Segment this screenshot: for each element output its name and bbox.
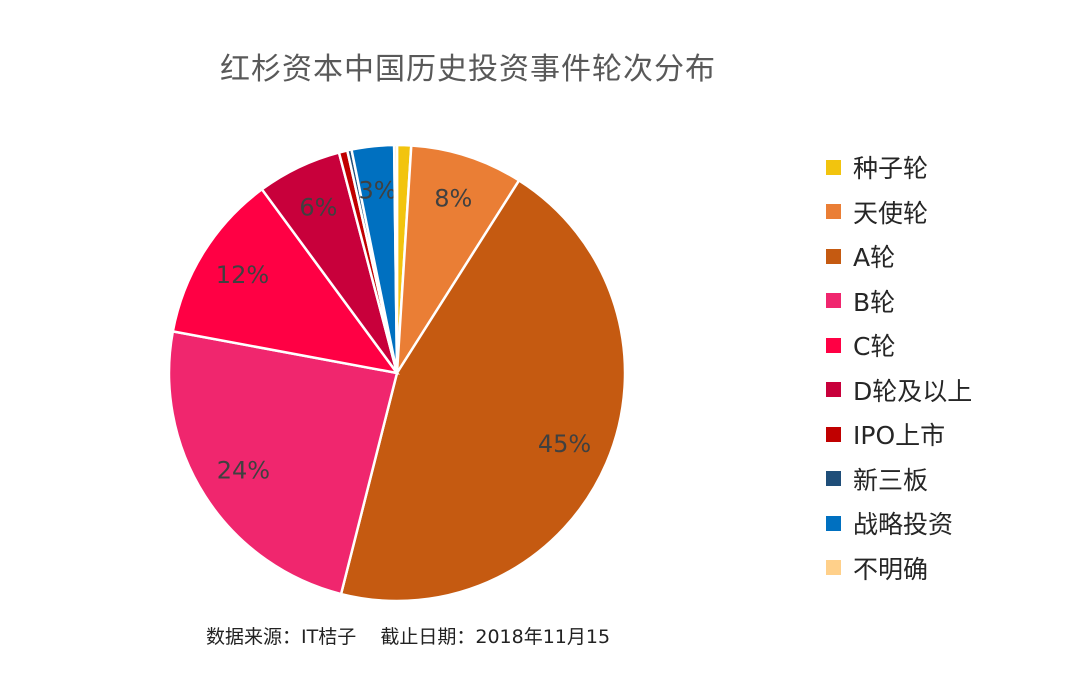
source-note: 数据来源：IT桔子 截止日期：2018年11月15 — [206, 626, 611, 648]
legend-swatch-8 — [826, 515, 841, 531]
legend-item-6: IPO上市 — [826, 412, 972, 457]
legend-label-9: 不明确 — [853, 554, 929, 584]
legend-item-3: B轮 — [826, 279, 972, 324]
legend-label-4: C轮 — [853, 332, 896, 362]
legend-item-4: C轮 — [826, 323, 972, 368]
legend-label-6: IPO上市 — [853, 421, 946, 451]
legend-label-8: 战略投资 — [853, 510, 954, 540]
legend-swatch-9 — [826, 560, 841, 576]
pie-slice-1 — [395, 144, 521, 374]
chart-title: 红杉资本中国历史投资事件轮次分布 — [220, 52, 716, 87]
legend-label-1: 天使轮 — [853, 198, 929, 228]
data-label-3: 24% — [217, 456, 270, 484]
pie-slice-9 — [392, 143, 399, 374]
data-label-4: 12% — [216, 261, 269, 289]
legend-label-0: 种子轮 — [853, 154, 929, 184]
legend-item-0: 种子轮 — [826, 145, 972, 190]
legend-item-8: 战略投资 — [826, 501, 972, 546]
legend-item-9: 不明确 — [826, 546, 972, 591]
pie-slice-4 — [171, 187, 400, 375]
legend-label-7: 新三板 — [853, 465, 929, 495]
legend-swatch-4 — [826, 337, 841, 353]
data-label-5: 6% — [299, 193, 337, 221]
data-label-8: 3% — [359, 177, 397, 205]
legend-swatch-6 — [826, 426, 841, 442]
legend-label-5: D轮及以上 — [853, 376, 973, 406]
data-label-2: 45% — [538, 430, 591, 458]
legend-swatch-7 — [826, 471, 841, 487]
legend-swatch-5 — [826, 382, 841, 398]
legend-swatch-2 — [826, 248, 841, 264]
legend-item-7: 新三板 — [826, 457, 972, 502]
legend-swatch-0 — [826, 159, 841, 175]
pie-slice-3 — [167, 329, 399, 596]
legend-item-5: D轮及以上 — [826, 368, 972, 413]
legend-swatch-1 — [826, 204, 841, 220]
chart-legend: 种子轮天使轮 A轮 B轮 C轮 D轮及以上 IPO上市新三板战略投资不明确 — [826, 145, 972, 590]
legend-swatch-3 — [826, 293, 841, 309]
legend-item-1: 天使轮 — [826, 190, 972, 235]
legend-item-2: A轮 — [826, 234, 972, 279]
data-label-1: 8% — [434, 185, 472, 213]
legend-label-2: A轮 — [853, 243, 896, 273]
legend-label-3: B轮 — [853, 287, 896, 317]
pie-slice-2 — [339, 178, 627, 603]
